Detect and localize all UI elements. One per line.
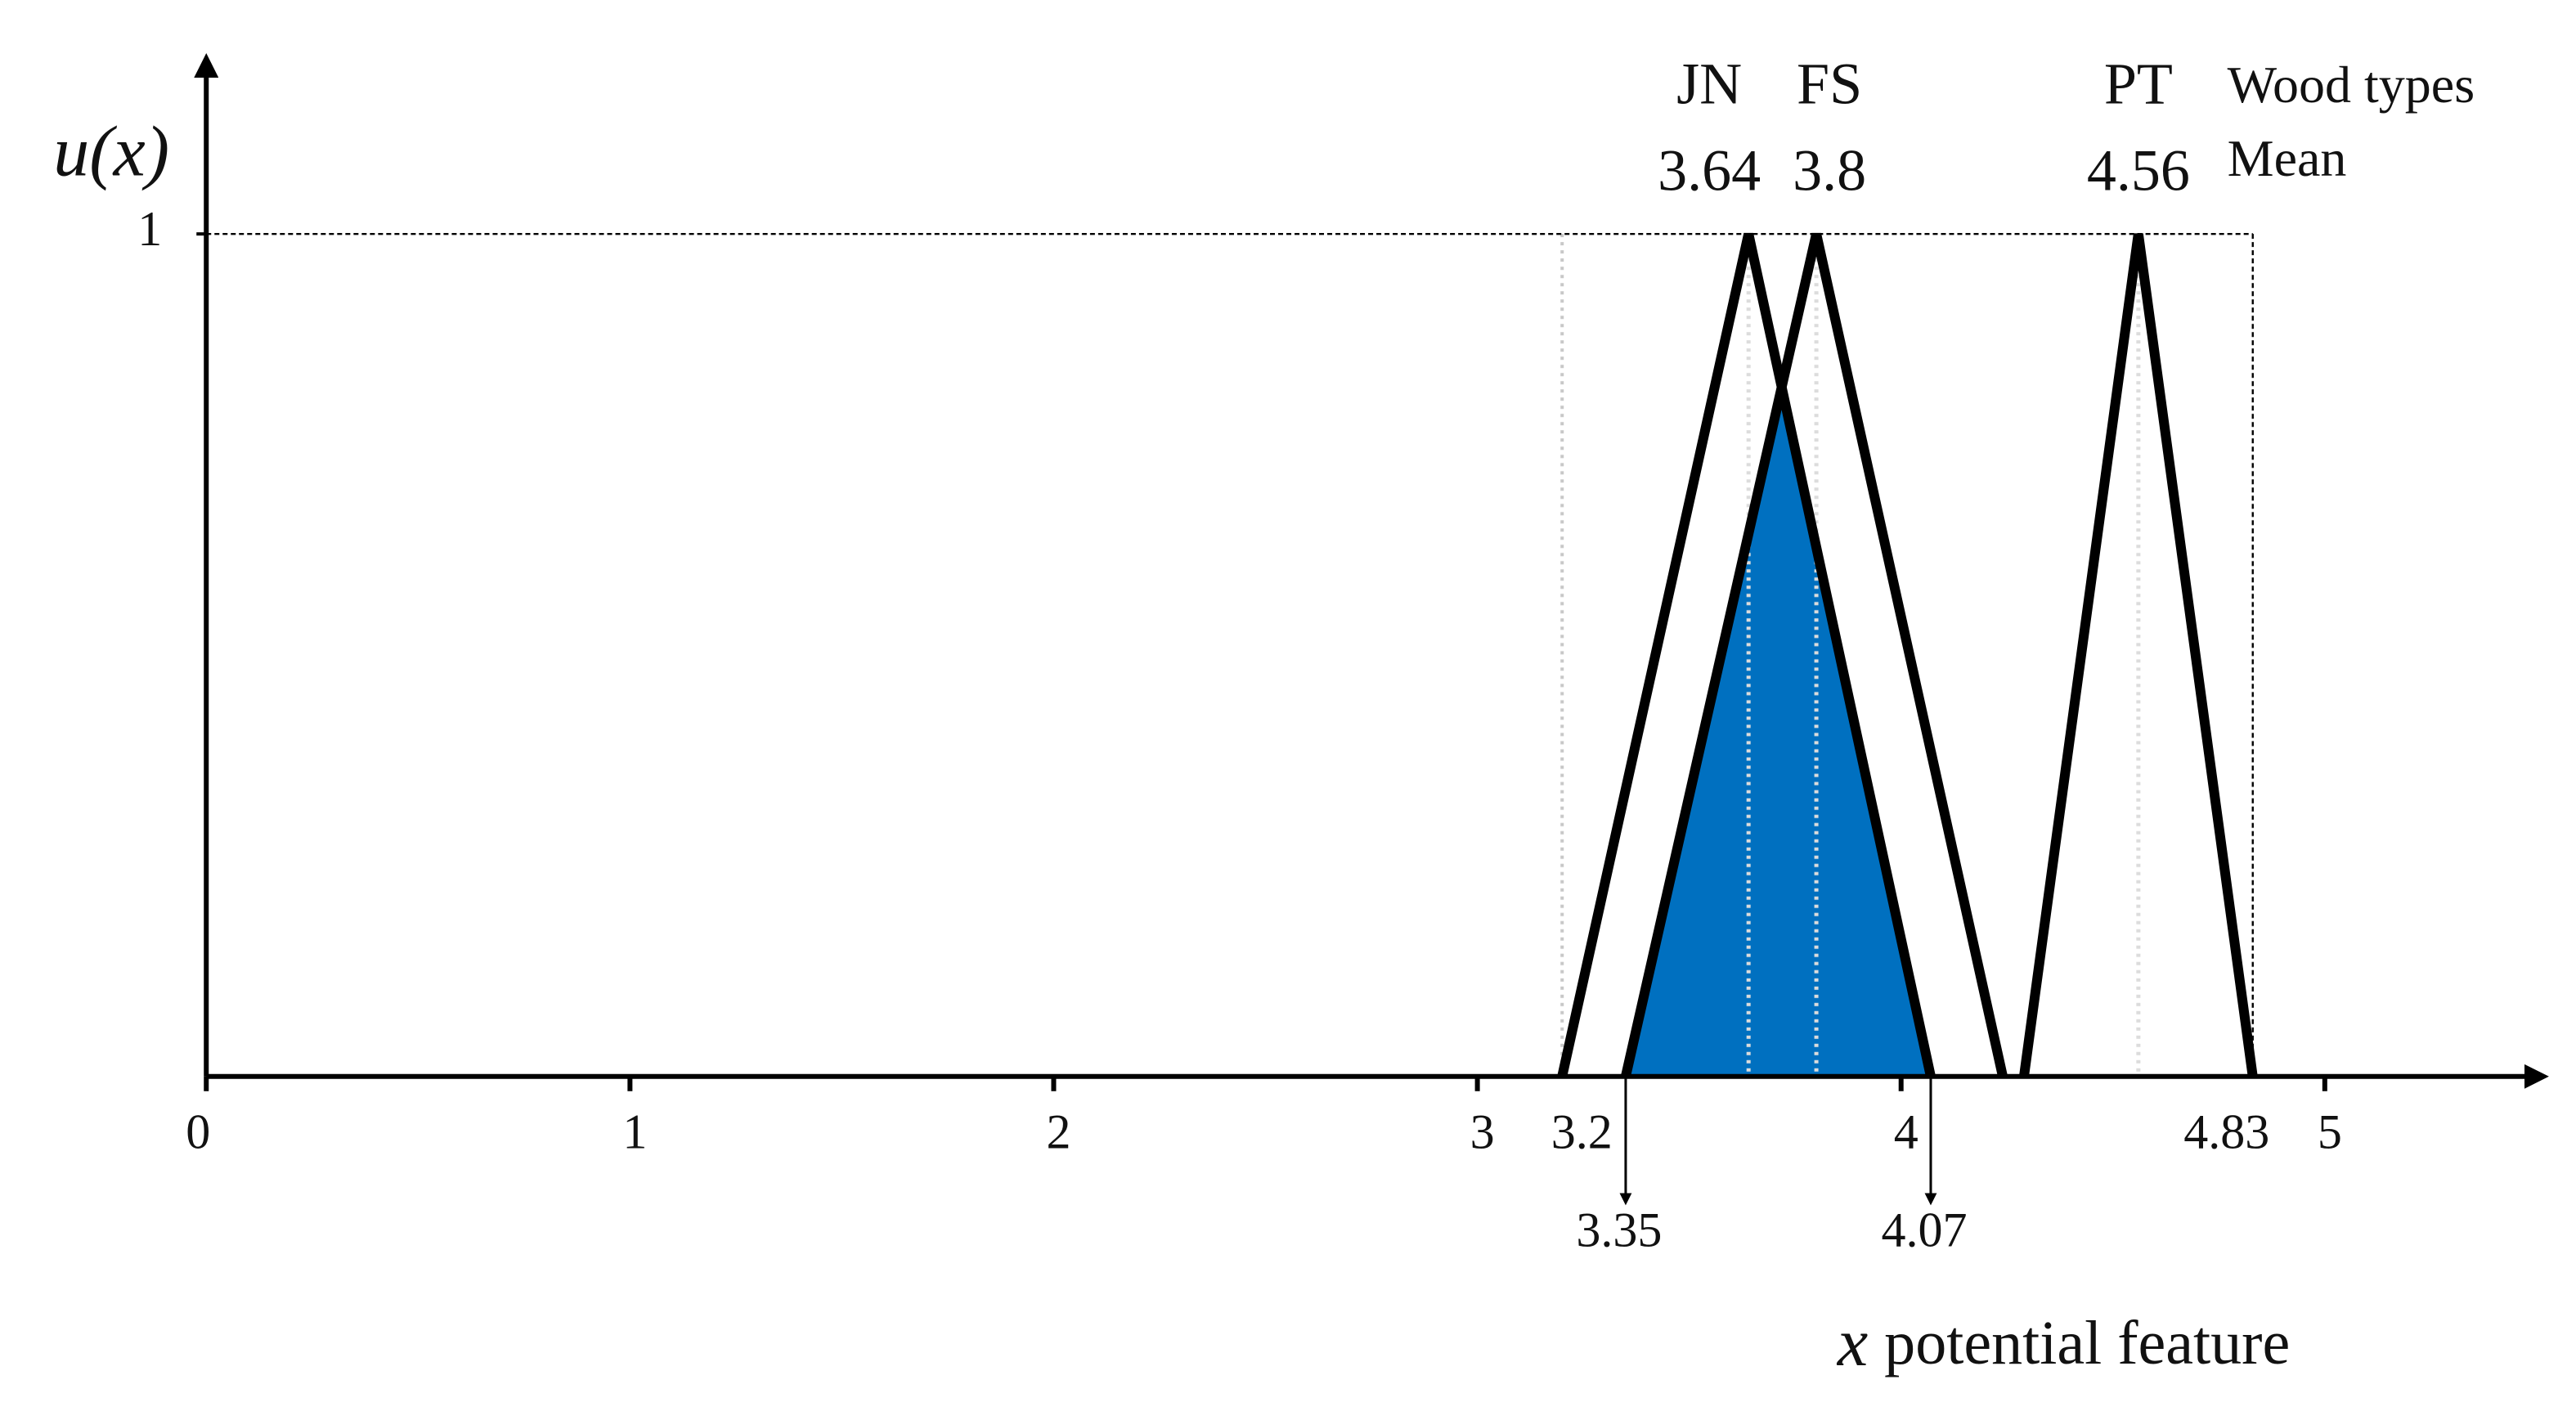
peak-label: 3.64 xyxy=(1658,138,1761,204)
x-axis-label: x potential feature xyxy=(1836,1305,2290,1381)
series-name: PT xyxy=(2104,52,2173,117)
bound-label: 3.35 xyxy=(1576,1203,1662,1257)
x-value-label: 4.83 xyxy=(2183,1105,2269,1159)
bound-label: 4.07 xyxy=(1881,1203,1967,1257)
overlap-area xyxy=(1625,387,1931,1077)
peak-heading: Mean xyxy=(2228,129,2347,187)
membership-line xyxy=(2019,233,2258,1077)
peak-label: 4.56 xyxy=(2087,138,2190,204)
series-heading: Wood types xyxy=(2228,56,2475,114)
y-axis-label: u(x) xyxy=(53,112,169,191)
membership-line xyxy=(1621,232,2008,1078)
x-axis-symbol: x xyxy=(1836,1305,1868,1381)
x-tick-label: 1 xyxy=(622,1105,647,1159)
y-tick-label: 1 xyxy=(137,202,162,256)
series-name: FS xyxy=(1797,52,1862,117)
series-name: JN xyxy=(1676,52,1742,117)
peak-label: 3.8 xyxy=(1793,138,1866,204)
x-value-label: 3.2 xyxy=(1551,1105,1613,1159)
x-tick-label: 4 xyxy=(1894,1105,1919,1159)
x-tick-label: 2 xyxy=(1046,1105,1070,1159)
membership-line xyxy=(1557,232,1936,1078)
x-tick-label: 5 xyxy=(2318,1105,2342,1159)
x-tick-label: 0 xyxy=(186,1105,210,1159)
x-axis-text: potential feature xyxy=(1884,1309,2290,1377)
x-tick-label: 3 xyxy=(1470,1105,1495,1159)
